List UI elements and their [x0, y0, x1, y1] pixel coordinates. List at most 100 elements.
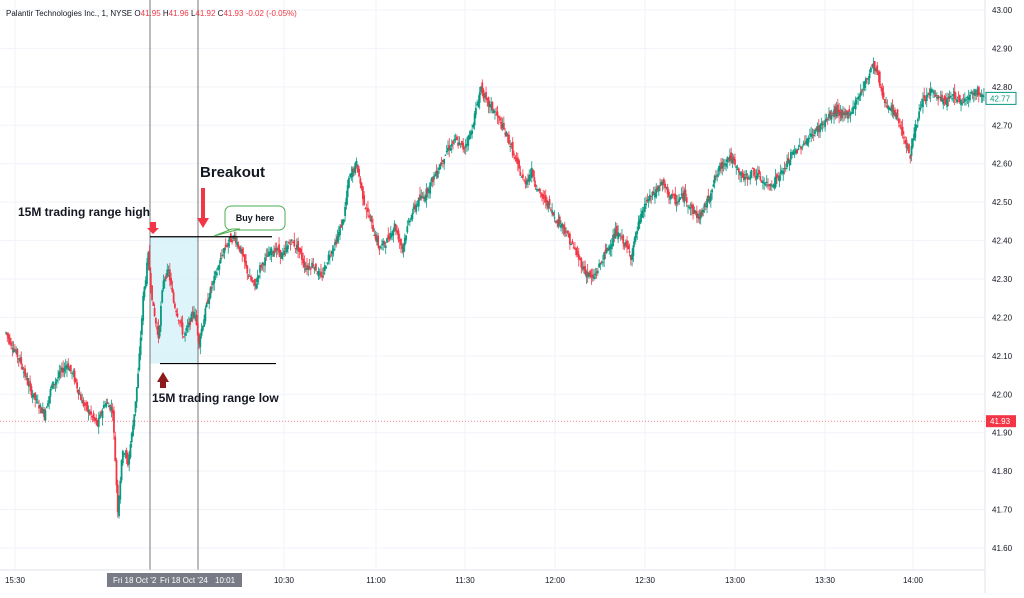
candle-body [153, 308, 156, 316]
candle-body [123, 453, 126, 455]
candle-body [955, 98, 957, 100]
x-tick-label: 11:30 [455, 576, 475, 585]
candle-body [118, 496, 120, 517]
candle-body [209, 287, 212, 298]
candle-body [402, 244, 405, 253]
candle-body [924, 98, 927, 102]
candle-body [721, 162, 724, 169]
candle-body [651, 191, 654, 196]
candle-body [331, 250, 334, 255]
candle-body [825, 118, 828, 121]
candle-body [30, 385, 33, 396]
candle-body [201, 326, 204, 331]
candle-body [53, 384, 56, 386]
candle-body [387, 234, 390, 240]
candle-body [555, 220, 557, 223]
candle-body [384, 245, 387, 249]
candle-body [318, 273, 321, 275]
candle-body [966, 96, 969, 98]
candle-body [505, 132, 508, 137]
candle-body [191, 311, 194, 316]
candle-body [922, 98, 924, 108]
y-tick-label: 41.90 [992, 429, 1013, 438]
candle-body [913, 134, 915, 140]
candle-body [886, 105, 889, 108]
time-overlay-label: Fri 18 Oct '2 [113, 576, 157, 585]
candle-body [956, 99, 959, 103]
candle-body [94, 417, 96, 421]
candle-body [453, 139, 456, 141]
candle-body [90, 411, 92, 415]
candle-body [969, 94, 971, 101]
candle-body [414, 204, 416, 209]
buy-here-label: Buy here [236, 213, 275, 223]
candle-body [810, 133, 813, 137]
candle-body [302, 258, 305, 264]
candle-body [834, 106, 837, 115]
candle-body [914, 124, 917, 138]
candle-body [628, 251, 631, 253]
candle-body [665, 186, 668, 188]
candle-body [952, 93, 955, 96]
candle-body [154, 317, 157, 324]
candle-body [138, 353, 141, 370]
candle-body [341, 219, 344, 226]
candle-body [543, 196, 546, 198]
candle-body [758, 169, 761, 175]
candle-body [165, 275, 167, 279]
candle-body [744, 176, 747, 180]
candle-body [509, 146, 512, 148]
candle-body [508, 134, 510, 144]
candle-body [57, 377, 59, 379]
candle-body [547, 201, 550, 209]
candle-body [688, 206, 691, 208]
candle-body [948, 96, 951, 99]
candle-body [829, 111, 832, 119]
candle-body [897, 118, 900, 123]
candle-body [868, 73, 871, 79]
candle-body [894, 109, 896, 116]
candle-body [556, 220, 559, 223]
candle-body [538, 188, 541, 191]
candle-body [678, 199, 680, 202]
candle-body [819, 125, 821, 133]
candle-body [801, 146, 804, 148]
candle-body [795, 149, 797, 154]
candle-body [327, 254, 330, 261]
candle-body [552, 212, 555, 216]
candle-body [767, 184, 769, 187]
candle-body [236, 242, 239, 246]
candle-body [119, 480, 122, 500]
candle-body [106, 402, 109, 404]
candle-body [177, 319, 180, 321]
candle-body [734, 159, 736, 165]
candle-body [288, 242, 291, 244]
candle-body [836, 104, 839, 113]
candle-body [383, 241, 386, 245]
candle-body [802, 143, 805, 145]
candle-body [787, 157, 790, 163]
candle-body [502, 122, 505, 130]
candle-body [110, 407, 113, 411]
candle-body [379, 247, 382, 249]
symbol-name[interactable]: Palantir Technologies Inc., 1, NYSE [6, 9, 133, 18]
candle-body [462, 142, 465, 150]
candle-body [600, 261, 603, 263]
candle-body [655, 188, 658, 197]
candle-body [706, 198, 708, 208]
candle-body [147, 252, 150, 265]
candle-body [104, 404, 106, 406]
low-label: L [190, 9, 196, 18]
candle-body [15, 349, 18, 353]
candle-body [261, 262, 264, 265]
candle-body [168, 269, 171, 281]
y-tick-label: 41.80 [992, 467, 1013, 476]
candle-body [179, 321, 181, 323]
candle-body [849, 112, 852, 116]
candle-body [530, 167, 533, 179]
candle-body [656, 187, 659, 190]
candle-body [939, 96, 942, 101]
candle-body [736, 168, 739, 170]
